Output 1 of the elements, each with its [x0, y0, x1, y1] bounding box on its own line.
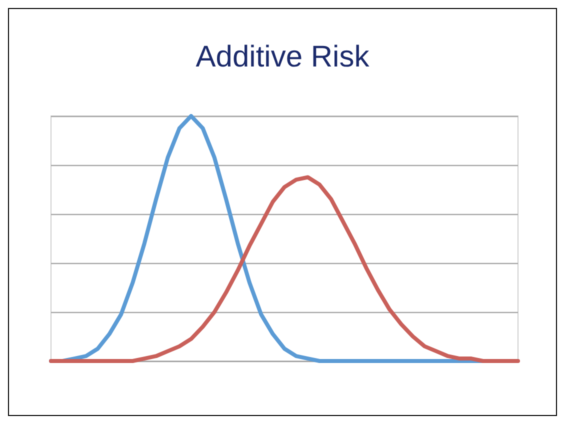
- chart-title: Additive Risk: [196, 40, 370, 74]
